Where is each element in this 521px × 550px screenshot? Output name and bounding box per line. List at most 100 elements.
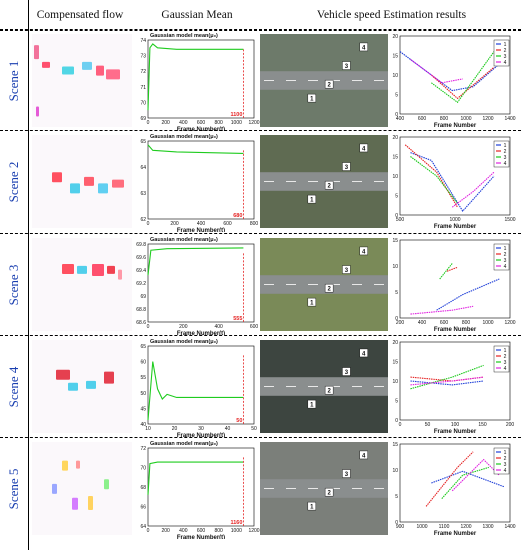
speed-xtick: 1200 [504,320,515,326]
gaussian-title: Gaussian model mean(μ₀) [150,33,218,39]
vehicle-id-box [324,283,334,293]
flow-blob [36,106,39,117]
flow-blob [104,479,109,490]
legend-label: 3 [504,54,507,60]
gaussian-ytick: 74 [140,38,146,44]
speed-xtick: 900 [396,524,405,530]
speed-ytick: 15 [392,442,398,448]
vehicle-id-label: 4 [362,453,366,459]
speed-xtick: 1200 [482,116,493,122]
gaussian-ytick: 71 [140,85,146,91]
speed-legend [493,447,510,475]
row-separator [0,130,521,131]
end-frame-label: 50 [236,418,242,424]
gaussian-xtick: 200 [161,120,170,126]
gaussian-ytick: 65 [140,139,146,145]
speed-xlabel: Frame Number [434,123,477,129]
flow-blob [92,264,104,277]
legend-label: 4 [504,366,507,372]
scene-figures: Gaussian model mean(μ₀) 64 66 68 70 72 0 200 400… [32,441,516,539]
flow-blob [34,45,39,60]
speed-series-line [446,266,458,272]
flow-blob [96,65,104,76]
speed-legend [493,345,510,373]
speed-xtick: 1400 [504,116,515,122]
gaussian-ytick: 55 [140,375,146,381]
scene-row: Scene 5 Gaussian model mean(μ₀) 64 66 68 70 72… [0,438,521,539]
speed-xtick: 150 [478,422,487,428]
flow-blob [76,460,80,469]
speed-xtick: 100 [451,422,460,428]
row-separator [0,29,521,30]
speed-ytick: 15 [392,360,398,366]
gaussian-title: Gaussian model mean(μ₀) [150,237,218,243]
speed-series-line [441,466,489,499]
legend-label: 4 [504,60,507,66]
gaussian-mean-chart: Gaussian model mean(μ₀) 68.6 68.8 69 69.2 69.… [136,237,258,335]
gaussian-xtick: 1200 [248,528,259,534]
gaussian-mean-chart: Gaussian model mean(μ₀) 69 70 71 72 73 74 0 200 4… [140,33,259,131]
header-gaussian-mean: Gaussian Mean [161,9,233,21]
gaussian-mean-chart: Gaussian model mean(μ₀) 64 66 68 70 72 0 200 400… [140,441,259,539]
gaussian-ytick: 69 [140,294,146,300]
scene-figures: Gaussian model mean(μ₀) 68.6 68.8 69 69.2 69.… [32,237,516,335]
speed-ytick: 0 [395,213,398,219]
speed-legend [493,140,510,168]
row-separator [0,437,521,438]
speed-xtick: 400 [396,116,405,122]
speed-xtick: 600 [418,116,427,122]
gaussian-xtick: 800 [250,221,259,227]
vehicle-id-box [342,367,351,376]
gaussian-xtick: 600 [223,221,232,227]
flow-blob [70,183,80,194]
row-separator [0,233,521,234]
vehicle-id-label: 1 [310,198,314,204]
gaussian-ytick: 65 [140,344,146,350]
gaussian-mean-chart: Gaussian model mean(μ₀) 40 45 50 55 60 65 10 20 3… [140,339,257,437]
gaussian-title: Gaussian model mean(μ₀) [150,441,218,447]
vehicle-id-label: 1 [310,97,314,103]
vehicle-id-label: 3 [345,472,349,478]
speed-legend [493,243,510,271]
gaussian-ytick: 70 [140,100,146,106]
speed-xtick: 1500 [504,217,515,223]
speed-xtick: 500 [396,217,405,223]
legend-label: 1 [504,246,507,252]
legend-label: 2 [504,149,507,155]
speed-xtick: 1300 [482,524,493,530]
speed-xtick: 1400 [504,524,515,530]
vehicle-id-box [359,42,368,52]
flow-blob [68,382,78,391]
end-frame-label: 1100 [230,112,242,118]
flow-blob [52,483,57,494]
compensated-flow-image [32,135,132,228]
scene-row: Scene 4 Gaussian model mean(μ₀) 40 45 50 55 60… [0,336,521,437]
flow-blob [88,495,93,510]
speed-series-line [410,305,474,315]
scene-row: Scene 2 Gaussian model mean(μ₀) 62 63 64 65 0 2… [0,131,521,232]
flow-blob [52,172,62,183]
speed-xlabel: Frame Number [434,531,477,537]
flow-blob [118,269,122,280]
gaussian-ytick: 45 [140,406,146,412]
vehicle-id-label: 2 [327,287,331,293]
speed-xtick: 1000 [449,217,460,223]
gaussian-xtick: 20 [172,426,178,432]
speed-series-line [410,58,463,84]
gaussian-ytick: 69.6 [136,255,146,261]
gaussian-xtick: 1000 [231,528,242,534]
speed-xtick: 400 [418,320,427,326]
legend-label: 4 [504,161,507,167]
gaussian-xlabel: Frame Number(t) [177,331,225,335]
speed-xtick: 200 [396,320,405,326]
gaussian-ytick: 66 [140,505,146,511]
gaussian-title: Gaussian model mean(μ₀) [150,339,218,345]
flow-blob [72,497,78,510]
vehicle-id-label: 4 [362,249,366,255]
header-compensated-flow: Compensated flow [36,9,124,21]
speed-ytick: 5 [395,399,398,405]
gaussian-ytick: 62 [140,217,146,223]
vehicle-id-label: 1 [310,403,314,409]
